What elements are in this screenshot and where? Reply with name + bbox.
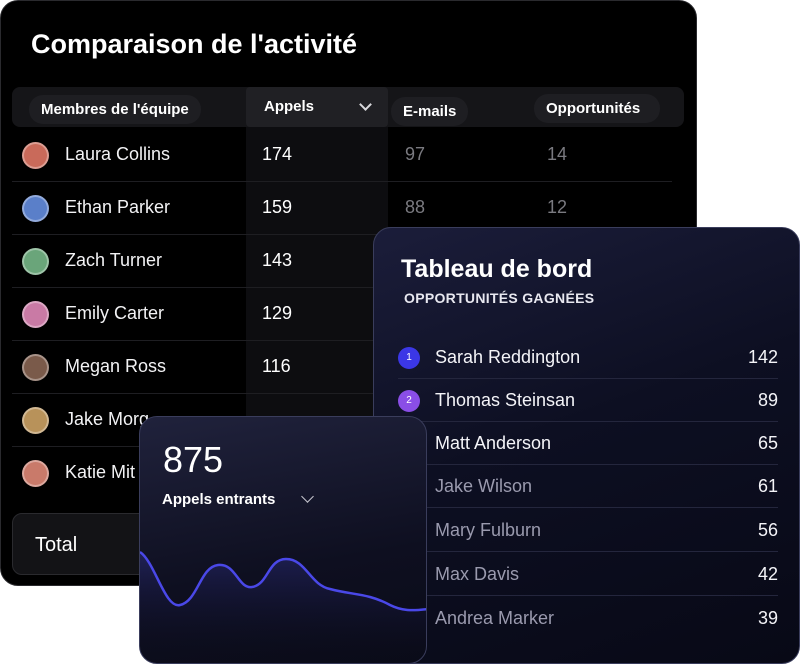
table-row[interactable]: Laura Collins 174 97 14 [12,129,672,182]
dashboard-subtitle: OPPORTUNITÉS GAGNÉES [404,290,595,306]
leader-name: Andrea Marker [435,608,555,628]
member-name: Katie Mit [65,462,136,482]
member-name: Megan Ross [65,356,167,376]
avatar [22,248,49,275]
activity-title: Comparaison de l'activité [31,29,358,59]
column-header-emails[interactable]: E-mails [391,97,469,126]
sparkline-line [140,550,426,612]
rank-badge: 2 [398,390,420,412]
dashboard-title: Tableau de bord [401,255,593,283]
calls-value: 116 [262,356,291,376]
leaderboard-row[interactable]: 2 Thomas Steinsan 89 [398,379,778,422]
leader-value: 42 [757,564,778,584]
sparkline-area [140,552,426,663]
column-header-calls[interactable]: Appels [246,87,388,127]
table-row[interactable]: Zach Turner 143 [12,235,672,288]
member-name: Emily Carter [65,303,165,323]
leader-value: 89 [757,390,778,410]
total-label: Total [35,534,78,556]
leader-name: Jake Wilson [435,476,533,496]
rank-badge: 1 [398,347,420,369]
table-row[interactable]: Megan Ross 116 [12,341,672,394]
incoming-calls-label[interactable]: Appels entrants [162,491,276,508]
calls-value: 159 [262,197,293,217]
incoming-calls-card: 875 Appels entrants [139,416,427,664]
leader-name: Sarah Reddington [435,347,581,367]
leaderboard-row[interactable]: Jake Wilson 61 [398,465,778,508]
chevron-down-icon[interactable] [301,490,314,503]
leader-value: 142 [747,347,778,367]
member-name: Ethan Parker [65,197,171,217]
avatar [22,142,49,169]
calls-value: 174 [262,144,293,164]
member-name: Jake Morg [65,409,150,429]
leader-value: 65 [757,433,778,453]
leader-value: 39 [757,608,778,628]
table-row[interactable]: Ethan Parker 159 88 12 [12,182,672,235]
avatar [22,301,49,328]
table-row[interactable]: Emily Carter 129 [12,288,672,341]
avatar [22,354,49,381]
incoming-calls-sparkline [140,550,426,663]
avatar [22,460,49,487]
leader-name: Thomas Steinsan [435,390,576,410]
leaderboard-row[interactable]: 1 Sarah Reddington 142 [398,336,778,379]
leader-name: Max Davis [435,564,520,584]
dashboard-card: Tableau de bord OPPORTUNITÉS GAGNÉES 1 S… [373,227,800,664]
avatar [22,407,49,434]
member-name: Laura Collins [65,144,171,164]
column-header-opportunities[interactable]: Opportunités [534,94,661,123]
member-name: Zach Turner [65,250,163,270]
incoming-calls-value: 875 [163,439,224,480]
leaderboard-row[interactable]: Andrea Marker 39 [398,597,778,640]
leader-value: 61 [757,476,778,496]
calls-value: 143 [262,250,293,270]
leaderboard-row[interactable]: Max Davis 42 [398,553,778,596]
leader-name: Mary Fulburn [435,520,542,540]
leaderboard-row[interactable]: Matt Anderson 65 [398,422,778,465]
opportunities-value: 12 [547,197,568,217]
leader-name: Matt Anderson [435,433,552,453]
calls-value: 129 [262,303,293,323]
emails-value: 88 [405,197,426,217]
avatar [22,195,49,222]
opportunities-value: 14 [547,144,568,164]
column-header-members[interactable]: Membres de l'équipe [29,95,201,124]
leaderboard-row[interactable]: Mary Fulburn 56 [398,509,778,552]
emails-value: 97 [405,144,426,164]
table-row[interactable]: Katie Mit [12,447,672,500]
leader-value: 56 [757,520,778,540]
